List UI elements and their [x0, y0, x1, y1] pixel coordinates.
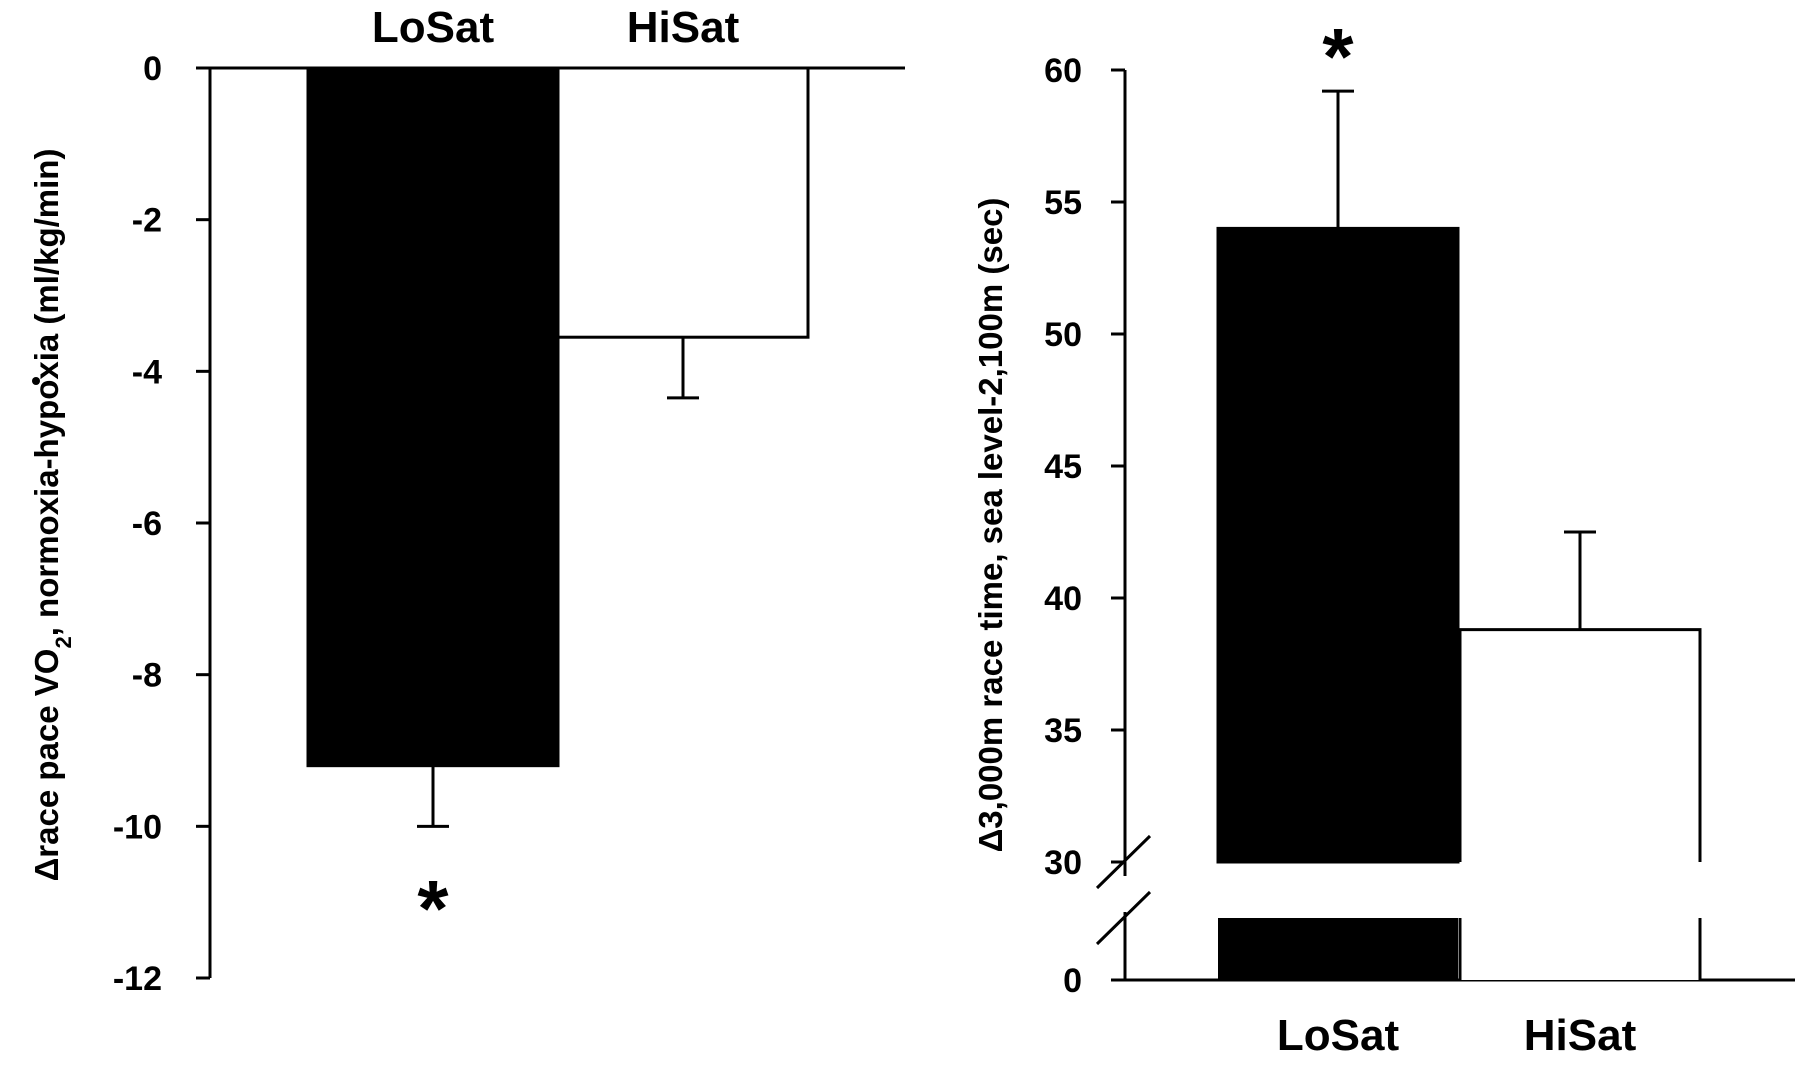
y-axis-label: Δrace pace VO2, normoxia-hypoxia (ml/kg/… — [28, 149, 76, 882]
category-label: LoSat — [1277, 1011, 1400, 1060]
y-label-subscript: 2 — [51, 636, 76, 648]
y-tick-label: -6 — [132, 505, 162, 543]
y-tick-label: -12 — [113, 960, 162, 998]
y-label-part: Δrace pace — [28, 696, 65, 881]
y-tick-label: -4 — [132, 353, 162, 391]
y-tick-label: -8 — [132, 657, 162, 695]
bar-losat — [306, 66, 560, 768]
axis-break-mark — [1095, 890, 1152, 946]
y-label-part: O — [28, 649, 65, 675]
y-tick-label: -10 — [113, 808, 162, 846]
y-tick-label: 0 — [143, 50, 162, 88]
category-label: LoSat — [372, 3, 495, 52]
category-label: HiSat — [1524, 1011, 1637, 1060]
y-tick-label: 30 — [1044, 844, 1082, 882]
bar-hisat-upper — [1460, 629, 1700, 862]
y-tick-label: 60 — [1044, 52, 1082, 90]
y-tick-label: 0 — [1063, 962, 1082, 1000]
bar-hisat-lower — [1460, 918, 1700, 980]
left-panel-chart: 0 -2 -4 -6 -8 -10 -12 LoSat * HiSat Δrace pace VO2… — [28, 3, 905, 998]
v-dot-accent — [32, 377, 40, 385]
y-tick-label: -2 — [132, 202, 162, 240]
category-label: HiSat — [627, 3, 740, 52]
y-tick-label: 40 — [1044, 580, 1082, 618]
bar-losat-upper — [1216, 226, 1460, 864]
bar-losat-lower — [1218, 918, 1458, 980]
y-label-part: V — [28, 674, 65, 696]
bar-hisat — [556, 66, 810, 339]
y-tick-label: 55 — [1044, 184, 1082, 222]
y-tick-label: 45 — [1044, 448, 1082, 486]
y-axis-label: Δ3,000m race time, sea level-2,100m (sec… — [972, 198, 1009, 853]
significance-marker: * — [1322, 12, 1354, 101]
right-panel-chart: 60 55 50 45 40 35 30 0 LoSat * HiSat Δ3,000m race t… — [972, 12, 1795, 1060]
significance-marker: * — [417, 864, 449, 953]
y-tick-label: 35 — [1044, 712, 1082, 750]
y-label-part: , normoxia-hypoxia (ml/kg/min) — [28, 149, 65, 637]
y-tick-label: 50 — [1044, 316, 1082, 354]
